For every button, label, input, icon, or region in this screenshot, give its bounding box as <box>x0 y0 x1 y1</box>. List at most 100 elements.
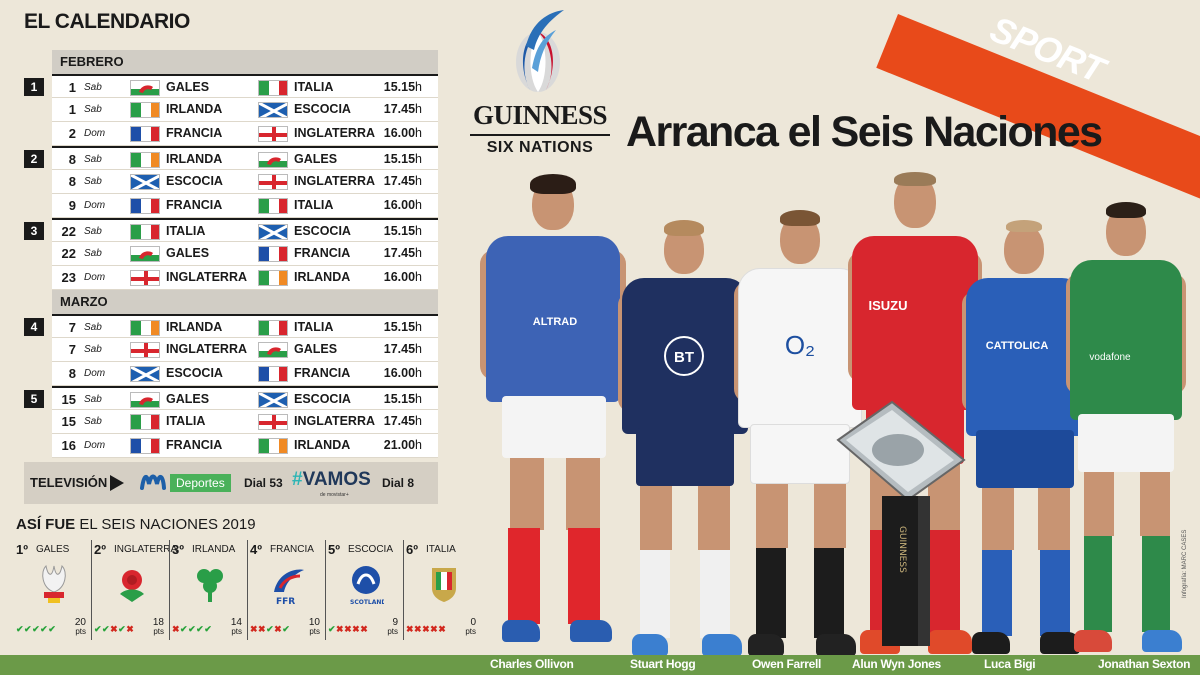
match-day: 22 <box>61 224 76 239</box>
flag-home-icon <box>130 80 160 96</box>
match-day: 23 <box>61 270 76 285</box>
win-check-icon: ✔ <box>24 624 33 634</box>
result-points: 20 pts <box>74 617 86 637</box>
player-boot <box>1074 630 1112 652</box>
player-hair <box>530 174 576 194</box>
match-row: 15 Sab ITALIA INGLATERRA 17.45h <box>52 410 438 434</box>
player-boot <box>632 634 668 656</box>
match-row: 8 Dom ESCOCIA FRANCIA 16.00h <box>52 362 438 386</box>
kickoff-time: 15.15h <box>383 392 422 406</box>
flag-home-icon <box>130 366 160 382</box>
result-6: 6º ITALIA ✖✖✖✖✖ 0 pts <box>406 540 482 644</box>
result-divider <box>169 540 170 640</box>
player-sock <box>700 550 730 638</box>
team-away: ESCOCIA <box>294 102 351 116</box>
kickoff-time: 16.00h <box>383 198 422 212</box>
round-number: 3 <box>24 222 44 240</box>
player-sock <box>930 530 960 634</box>
match-weekday: Sab <box>84 322 102 333</box>
flag-away-icon <box>258 392 288 408</box>
win-check-icon: ✔ <box>16 624 25 634</box>
result-team: GALES <box>36 544 70 555</box>
loss-x-icon: ✖ <box>274 624 283 634</box>
win-check-icon: ✔ <box>180 624 189 634</box>
result-points: 10 pts <box>308 617 320 637</box>
flag-away-icon <box>258 80 288 96</box>
player-name-bigi: Luca Bigi <box>984 657 1036 671</box>
match-day: 15 <box>61 414 76 429</box>
match-day: 7 <box>68 342 76 357</box>
player-boot <box>702 634 742 656</box>
win-check-icon: ✔ <box>188 624 197 634</box>
calendar-title: EL CALENDARIO <box>24 10 190 33</box>
player-boot <box>1040 632 1080 654</box>
kickoff-time: 17.45h <box>383 342 422 356</box>
team-emblem-icon: FFR <box>270 562 306 607</box>
match-day: 8 <box>68 366 76 381</box>
loss-x-icon: ✖ <box>430 624 439 634</box>
team-away: GALES <box>294 152 338 166</box>
team-home: IRLANDA <box>166 152 223 166</box>
team-home: FRANCIA <box>166 438 223 452</box>
team-home: INGLATERRA <box>166 342 248 356</box>
flag-away-icon <box>258 126 288 142</box>
flag-home-icon <box>130 152 160 168</box>
team-away: INGLATERRA <box>294 126 376 140</box>
match-day: 2 <box>68 126 76 141</box>
flag-away-icon <box>258 320 288 336</box>
match-weekday: Sab <box>84 394 102 405</box>
result-3: 3º IRLANDA ✖✔✔✔✔ 14 pts <box>172 540 248 644</box>
match-row: 4 7 Sab IRLANDA ITALIA 15.15h <box>24 314 438 338</box>
six-nations-emblem-icon <box>508 6 570 98</box>
loss-x-icon: ✖ <box>406 624 415 634</box>
team-emblem-icon: SCOTLAND <box>348 562 386 606</box>
guinness-logo: GUINNESS <box>472 100 608 130</box>
player-boot <box>570 620 612 642</box>
team-home: ESCOCIA <box>166 366 223 380</box>
team-away: ESCOCIA <box>294 392 351 406</box>
loss-x-icon: ✖ <box>344 624 353 634</box>
result-team: ESCOCIA <box>348 544 394 555</box>
match-row: 9 Dom FRANCIA ITALIA 16.00h <box>52 194 438 218</box>
tv-broadcast-bar: TELEVISIÓN Deportes Dial 53 #VAMOS de mo… <box>24 462 438 504</box>
channel-vamos-sub: de movistar+ <box>320 492 349 498</box>
team-away: ITALIA <box>294 320 334 334</box>
player-leg <box>698 486 730 550</box>
player-shorts <box>750 424 850 484</box>
kickoff-time: 17.45h <box>383 102 422 116</box>
team-away: INGLATERRA <box>294 174 376 188</box>
svg-text:FFR: FFR <box>276 597 295 606</box>
match-day: 8 <box>68 174 76 189</box>
shirt-sponsor: BT <box>664 336 704 376</box>
match-day: 7 <box>68 320 76 335</box>
trophy-icon: GUINNESS <box>832 396 972 646</box>
flag-away-icon <box>258 152 288 168</box>
flag-away-icon <box>258 224 288 240</box>
player-boot <box>972 632 1010 654</box>
player-sock <box>640 550 670 638</box>
player-hair <box>664 220 704 236</box>
round-number: 1 <box>24 78 44 96</box>
player-sock <box>1040 550 1070 636</box>
flag-away-icon <box>258 270 288 286</box>
loss-x-icon: ✖ <box>352 624 361 634</box>
team-away: ITALIA <box>294 198 334 212</box>
round-number: 4 <box>24 318 44 336</box>
result-position: 1º <box>16 542 28 557</box>
result-1: 1º GALES ✔✔✔✔✔ 20 pts <box>16 540 92 644</box>
result-divider <box>403 540 404 640</box>
flag-home-icon <box>130 270 160 286</box>
player-leg <box>1038 488 1070 550</box>
kickoff-time: 21.00h <box>383 438 422 452</box>
six-nations-logo: SIX NATIONS <box>470 134 610 157</box>
month-header-march: MARZO <box>52 290 438 314</box>
team-away: ESCOCIA <box>294 224 351 238</box>
player-shirt <box>738 268 862 428</box>
shirt-sponsor: ALTRAD <box>532 316 578 328</box>
match-weekday: Sab <box>84 416 102 427</box>
team-away: IRLANDA <box>294 270 351 284</box>
flag-home-icon <box>130 224 160 240</box>
round-number: 5 <box>24 390 44 408</box>
flag-away-icon <box>258 414 288 430</box>
player-hair <box>1006 220 1042 232</box>
